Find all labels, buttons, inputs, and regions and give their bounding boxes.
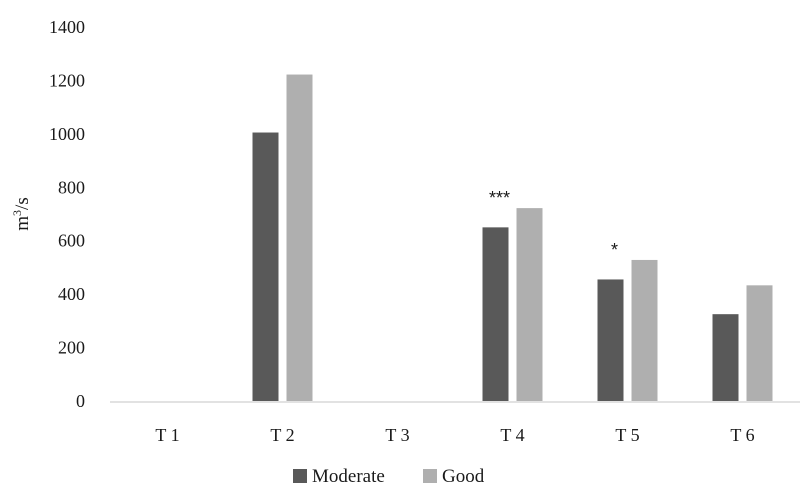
y-tick-label: 200	[58, 338, 85, 358]
x-tick-label: T 6	[730, 425, 754, 445]
annotations: ****	[489, 188, 618, 260]
y-tick-label: 400	[58, 284, 85, 304]
y-axis-ticks: 0 200 400 600 800 1000 1200 1400	[49, 17, 85, 411]
y-tick-label: 0	[76, 391, 85, 411]
y-axis-title-sup: 3	[10, 210, 24, 216]
bar-moderate-t6	[712, 314, 739, 401]
x-axis-ticks: T 1 T 2 T 3 T 4 T 5 T 6	[155, 425, 754, 445]
legend-swatch-good	[423, 469, 437, 483]
legend-label-moderate: Moderate	[312, 466, 385, 487]
y-axis-title: m3/s	[10, 197, 33, 230]
y-tick-label: 1400	[49, 17, 85, 37]
legend: Moderate Good	[293, 466, 485, 487]
bar-good-t4	[516, 208, 543, 401]
x-tick-label: T 1	[155, 425, 179, 445]
bar-moderate-t5	[597, 279, 624, 401]
x-tick-label: T 5	[615, 425, 639, 445]
bar-moderate-t2	[252, 132, 279, 401]
x-tick-label: T 3	[385, 425, 409, 445]
y-axis-title-base: m	[12, 216, 33, 231]
x-tick-label: T 4	[500, 425, 524, 445]
bar-good-t6	[746, 285, 773, 401]
bar-good-t5	[631, 259, 658, 401]
y-tick-label: 1000	[49, 124, 85, 144]
legend-swatch-moderate	[293, 469, 307, 483]
y-axis-title-tail: /s	[12, 197, 33, 210]
y-tick-label: 1200	[49, 70, 85, 90]
bars	[252, 74, 773, 402]
significance-marker: *	[611, 240, 618, 260]
bar-moderate-t4	[482, 227, 509, 401]
legend-label-good: Good	[442, 466, 485, 487]
y-tick-label: 800	[58, 177, 85, 197]
significance-marker: ***	[489, 188, 510, 208]
bar-good-t2	[286, 74, 313, 402]
y-tick-label: 600	[58, 231, 85, 251]
x-tick-label: T 2	[270, 425, 294, 445]
